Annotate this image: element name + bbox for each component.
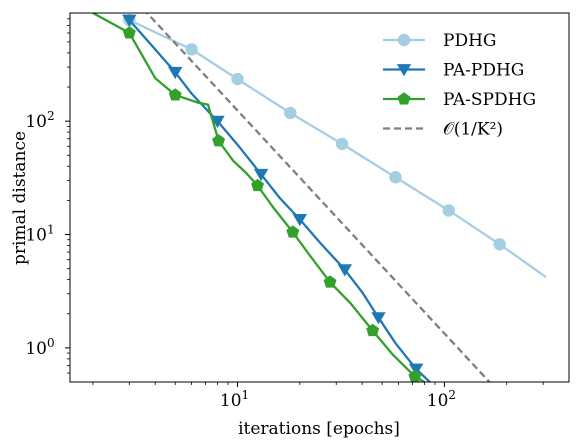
series-line	[128, 19, 431, 382]
x-axis-label: iterations [epochs]	[238, 419, 400, 439]
legend-entry: PA-PDHG	[383, 61, 524, 81]
legend: PDHG PA-PDHG PA-SPDHG 𝒪(1/K²)	[383, 31, 536, 140]
data-point	[366, 323, 380, 337]
legend-label: 𝒪(1/K²)	[443, 120, 503, 140]
data-point	[408, 363, 424, 376]
legend-marker	[396, 64, 412, 77]
y-axis-label: primal distance	[10, 131, 30, 265]
legend-label: PDHG	[443, 31, 496, 51]
data-point	[408, 369, 422, 382]
data-point	[231, 72, 244, 86]
legend-entry: 𝒪(1/K²)	[383, 120, 503, 140]
data-point	[251, 178, 265, 192]
data-point	[389, 171, 402, 184]
data-point	[286, 225, 300, 238]
legend-label: PA-PDHG	[443, 61, 524, 81]
data-point	[212, 134, 226, 147]
data-point	[210, 115, 225, 129]
y-tick-label: 102	[25, 109, 54, 132]
data-point	[168, 66, 183, 80]
series-2	[92, 13, 425, 382]
plot-frame	[69, 12, 570, 383]
legend-label: PA-SPDHG	[443, 90, 536, 110]
series-1	[122, 14, 431, 382]
series-3	[145, 13, 491, 382]
series-layer	[92, 13, 547, 382]
data-point	[335, 137, 349, 151]
x-tick-label: 102	[427, 388, 456, 411]
series-0	[123, 13, 547, 279]
data-point	[337, 264, 353, 277]
x-tick-label: 101	[220, 388, 249, 411]
data-point	[284, 106, 297, 120]
data-point	[253, 168, 269, 182]
legend-marker	[397, 92, 411, 105]
series-line	[145, 13, 491, 382]
data-point	[493, 238, 506, 251]
data-point	[442, 204, 456, 217]
legend-marker	[397, 33, 411, 47]
data-point	[168, 88, 182, 101]
y-tick-label: 100	[25, 336, 54, 359]
legend-entry: PA-SPDHG	[383, 90, 536, 110]
data-point	[122, 14, 137, 27]
series-line	[128, 18, 547, 279]
data-point	[122, 26, 136, 39]
data-point	[185, 43, 198, 56]
data-point	[323, 275, 337, 288]
legend-entry: PDHG	[383, 31, 496, 51]
data-point	[371, 312, 386, 325]
data-point	[292, 213, 308, 227]
